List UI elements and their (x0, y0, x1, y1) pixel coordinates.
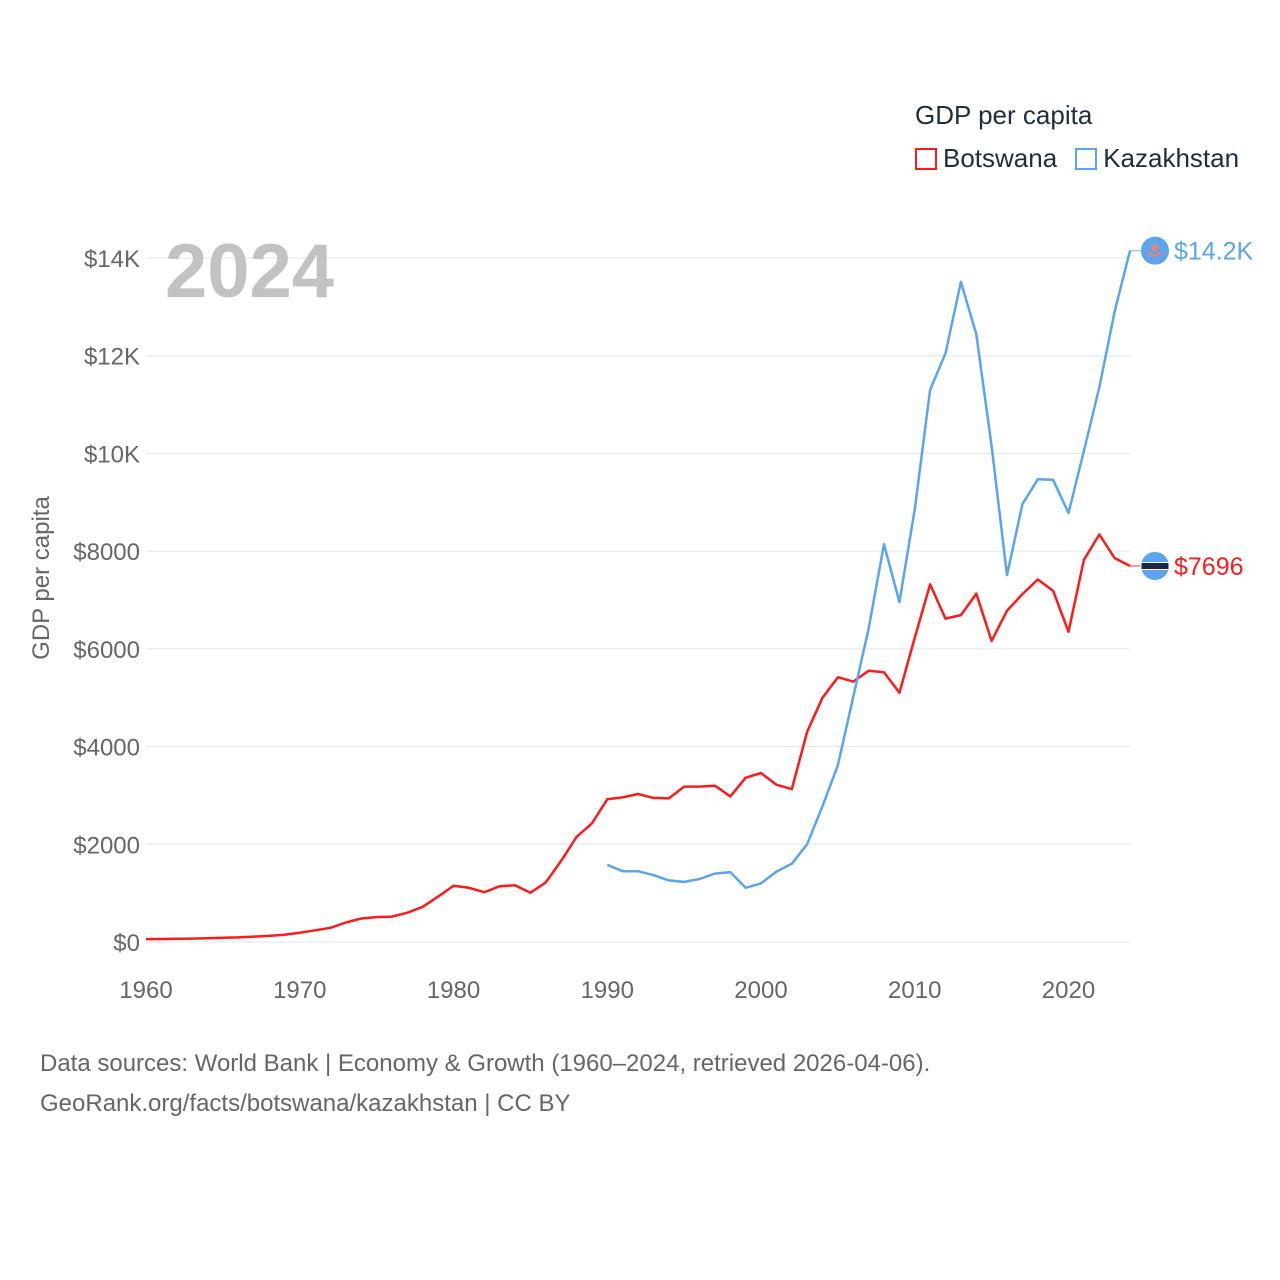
y-tick-label: $0 (113, 930, 140, 957)
y-tick-label: $2000 (73, 832, 140, 859)
y-tick-label: $14K (84, 246, 140, 273)
flag-sun (1151, 244, 1159, 252)
x-tick-label: 2010 (888, 977, 941, 1004)
data-source-text: Data sources: World Bank | Economy & Gro… (40, 1050, 931, 1077)
legend-item-botswana[interactable]: Botswana (915, 143, 1057, 174)
y-tick-label: $10K (84, 441, 140, 468)
x-tick-label: 2000 (734, 977, 787, 1004)
y-tick-label: $8000 (73, 539, 140, 566)
legend-title: GDP per capita (915, 100, 1093, 130)
y-tick-label: $4000 (73, 735, 140, 762)
flag-stripe (1140, 561, 1170, 570)
end-value-label: $14.2K (1174, 238, 1254, 266)
year-label: 2024 (165, 229, 335, 314)
flag-eagle (1147, 250, 1163, 257)
y-tick-label: $12K (84, 344, 140, 371)
footer: Data sources: World Bank | Economy & Gro… (40, 1044, 930, 1124)
series-line-kazakhstan (606, 250, 1132, 890)
end-value-label: $7696 (1174, 553, 1244, 581)
x-tick-label: 1970 (273, 977, 326, 1004)
x-tick-label: 2020 (1042, 977, 1095, 1004)
legend-label: Botswana (943, 143, 1058, 173)
legend-swatch-kazakhstan (1075, 147, 1098, 170)
x-tick-label: 1980 (427, 977, 480, 1004)
series-line-botswana (145, 533, 1131, 941)
y-tick-label: $6000 (73, 637, 140, 664)
legend: GDP per capita Botswana Kazakhstan (915, 100, 1239, 174)
x-tick-label: 1990 (581, 977, 634, 1004)
legend-label: Kazakhstan (1103, 143, 1240, 173)
legend-item-kazakhstan[interactable]: Kazakhstan (1075, 143, 1239, 174)
legend-swatch-botswana (915, 147, 937, 170)
attribution-link[interactable]: GeoRank.org/facts/botswana/kazakhstan | … (40, 1090, 571, 1117)
x-tick-label: 1960 (119, 977, 172, 1004)
y-axis-label: GDP per capita (28, 496, 55, 660)
